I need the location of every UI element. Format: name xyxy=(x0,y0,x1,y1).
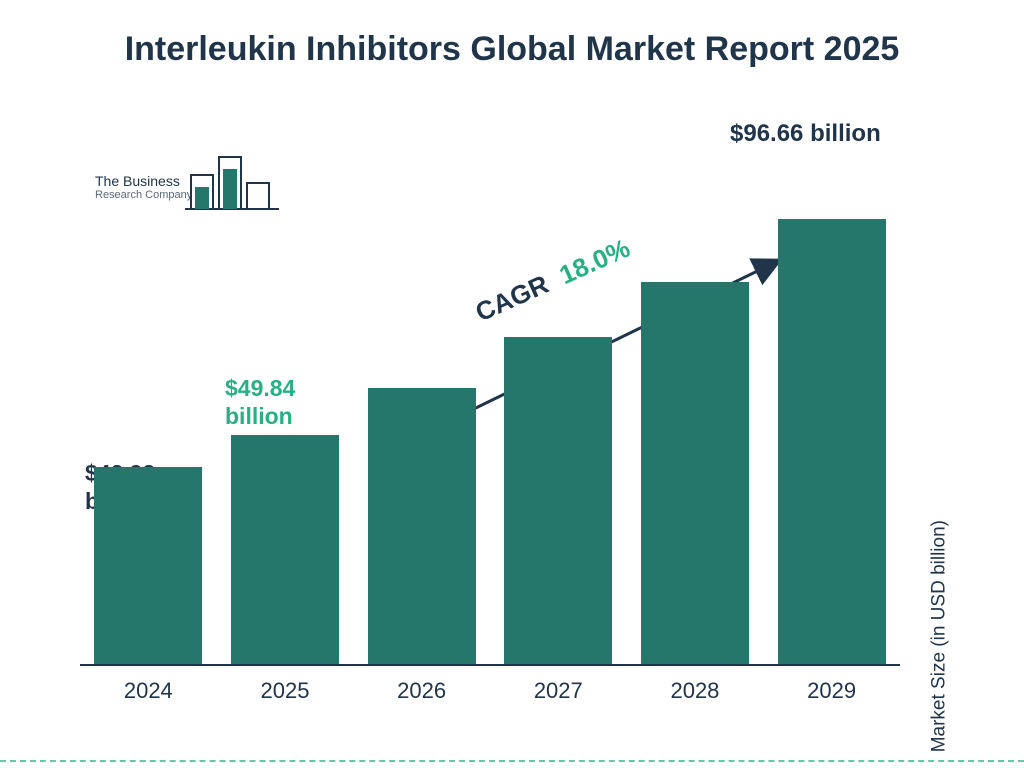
value-callout-2029: $96.66 billion xyxy=(730,120,881,149)
bar xyxy=(641,282,749,664)
chart-title: Interleukin Inhibitors Global Market Rep… xyxy=(0,28,1024,71)
bar-column xyxy=(777,219,887,664)
x-tick-label: 2028 xyxy=(640,678,750,704)
bar xyxy=(778,219,886,664)
bar xyxy=(504,337,612,664)
bar-column xyxy=(93,467,203,664)
bar xyxy=(231,435,339,664)
bar-column xyxy=(230,435,340,664)
bar-column xyxy=(367,388,477,664)
x-tick-label: 2024 xyxy=(93,678,203,704)
bar-column xyxy=(640,282,750,664)
bar-column xyxy=(503,337,613,664)
bar xyxy=(368,388,476,664)
x-tick-label: 2029 xyxy=(777,678,887,704)
bars-container xyxy=(80,164,900,664)
x-tick-label: 2025 xyxy=(230,678,340,704)
x-tick-label: 2026 xyxy=(367,678,477,704)
x-tick-label: 2027 xyxy=(503,678,613,704)
x-axis-line xyxy=(80,664,900,666)
x-axis-labels: 2024 2025 2026 2027 2028 2029 xyxy=(80,678,900,704)
y-axis-label: Market Size (in USD billion) xyxy=(928,520,950,752)
bar-chart: $42.93 billion $49.84 billion $96.66 bil… xyxy=(80,150,940,710)
footer-divider xyxy=(0,760,1024,762)
callout-2029-line1: $96.66 billion xyxy=(730,120,881,147)
bar xyxy=(94,467,202,664)
